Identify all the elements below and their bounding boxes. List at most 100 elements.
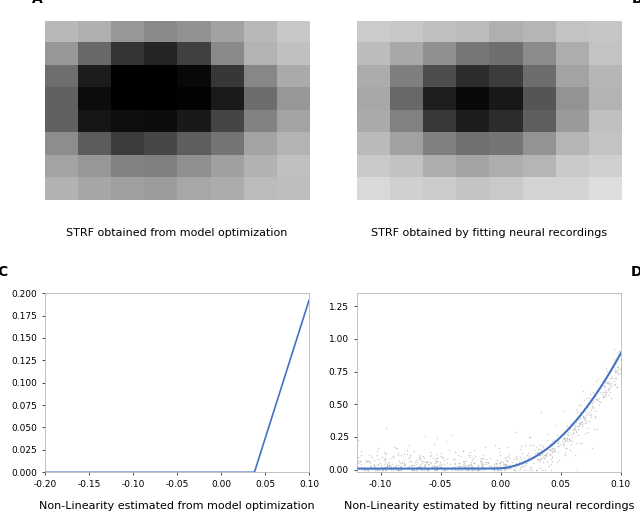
Point <box>399 461 409 470</box>
Point <box>591 395 601 404</box>
Point <box>410 458 420 466</box>
Point <box>499 463 509 471</box>
Point <box>500 460 510 469</box>
Point <box>504 461 515 469</box>
Point <box>586 406 596 414</box>
Text: D: D <box>630 265 640 279</box>
Point <box>522 457 532 465</box>
Point <box>572 421 582 430</box>
Point <box>468 466 479 474</box>
Point <box>469 458 479 467</box>
Point <box>619 350 629 358</box>
Point <box>399 456 409 465</box>
Point <box>607 373 618 381</box>
Point <box>372 461 383 469</box>
Point <box>378 464 388 472</box>
Point <box>588 398 598 406</box>
Point <box>482 458 492 467</box>
Point <box>380 466 390 474</box>
Point <box>548 436 559 444</box>
Point <box>577 439 587 447</box>
Point <box>600 390 610 398</box>
Point <box>559 450 570 459</box>
Point <box>391 464 401 472</box>
Point <box>363 466 373 474</box>
Point <box>506 464 516 472</box>
Point <box>547 447 557 456</box>
Point <box>474 466 484 474</box>
Point <box>483 457 493 466</box>
Point <box>515 465 525 473</box>
Point <box>353 462 364 471</box>
Point <box>604 380 614 388</box>
Point <box>426 448 436 456</box>
Point <box>476 455 486 463</box>
Point <box>495 463 506 471</box>
Point <box>405 461 415 470</box>
Point <box>429 461 439 470</box>
Point <box>605 383 615 391</box>
Point <box>403 463 413 472</box>
Point <box>617 360 627 368</box>
Point <box>613 363 623 371</box>
Point <box>384 461 394 469</box>
Point <box>389 443 399 452</box>
Point <box>408 466 418 474</box>
Point <box>381 461 392 470</box>
Point <box>580 407 591 416</box>
Point <box>429 466 440 474</box>
Point <box>447 465 458 473</box>
Point <box>418 452 428 460</box>
Point <box>452 466 462 474</box>
Point <box>620 344 630 352</box>
Point <box>412 458 422 466</box>
Point <box>590 392 600 400</box>
Point <box>377 466 387 474</box>
Point <box>541 450 551 458</box>
Point <box>559 438 570 446</box>
Point <box>402 450 412 458</box>
Point <box>584 394 595 403</box>
Point <box>407 465 417 473</box>
Point <box>406 461 417 469</box>
Point <box>385 463 396 471</box>
Point <box>423 466 433 474</box>
Point <box>509 466 520 474</box>
Point <box>378 464 388 472</box>
Point <box>603 391 613 400</box>
Point <box>495 458 505 467</box>
Point <box>432 454 442 462</box>
Point <box>537 441 547 449</box>
Point <box>587 399 597 407</box>
Point <box>431 458 441 466</box>
Point <box>437 453 447 461</box>
Point <box>453 451 463 459</box>
Point <box>527 441 538 449</box>
Point <box>421 465 431 473</box>
Point <box>609 377 620 385</box>
Point <box>602 367 612 376</box>
Point <box>548 444 559 452</box>
Point <box>495 451 505 459</box>
Point <box>612 383 623 391</box>
Point <box>545 450 555 459</box>
Point <box>575 439 585 447</box>
Point <box>442 459 452 467</box>
Point <box>598 388 608 397</box>
Point <box>422 466 433 474</box>
Point <box>458 462 468 470</box>
Point <box>363 457 373 465</box>
Point <box>488 463 498 472</box>
Point <box>509 455 519 463</box>
Point <box>399 460 409 468</box>
Point <box>382 461 392 470</box>
Point <box>448 455 458 463</box>
Point <box>600 386 610 394</box>
Point <box>495 466 506 474</box>
Point <box>436 449 446 457</box>
Point <box>372 466 382 474</box>
Point <box>504 454 514 462</box>
Point <box>579 403 589 412</box>
Point <box>584 407 594 416</box>
Point <box>459 458 469 467</box>
